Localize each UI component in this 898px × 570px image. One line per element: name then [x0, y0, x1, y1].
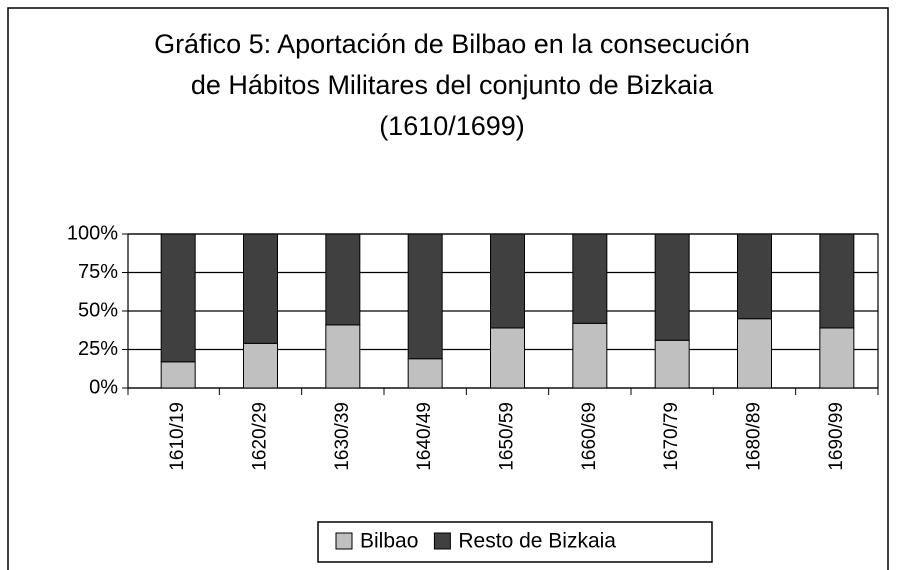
- bar-segment: [654, 339, 690, 389]
- legend-label: Bilbao: [360, 530, 418, 553]
- bar-segment: [819, 233, 855, 329]
- bar-segment: [572, 233, 608, 324]
- chart-title: de Hábitos Militares del conjunto de Biz…: [191, 70, 714, 100]
- legend-swatch: [335, 532, 353, 550]
- y-tick-label: 0%: [89, 376, 118, 398]
- x-tick-label: 1670/79: [661, 402, 682, 471]
- x-tick-label: 1680/89: [744, 402, 765, 471]
- bar-segment: [490, 233, 525, 329]
- y-tick-label: 75%: [78, 261, 118, 283]
- x-tick-label: 1620/29: [250, 402, 271, 471]
- y-tick-label: 25%: [78, 338, 118, 360]
- legend-label: Resto de Bizkaia: [458, 530, 616, 553]
- chart-title: Gráfico 5: Aportación de Bilbao en la co…: [154, 29, 750, 59]
- bar-segment: [737, 233, 772, 320]
- bar-segment: [654, 233, 690, 341]
- bar-segment: [160, 361, 196, 389]
- bar-segment: [737, 318, 772, 389]
- bar-segment: [490, 327, 525, 389]
- bar-segment: [325, 233, 361, 326]
- x-tick-label: 1640/49: [414, 402, 435, 471]
- chart-frame: [7, 7, 889, 570]
- chart-title: (1610/1699): [379, 111, 525, 141]
- bar-segment: [243, 233, 278, 344]
- bar-segment: [572, 322, 608, 389]
- x-tick-label: 1660/69: [579, 402, 600, 471]
- legend-swatch: [433, 532, 451, 550]
- bar-segment: [819, 327, 855, 389]
- y-tick-label: 50%: [78, 299, 118, 321]
- x-tick-label: 1630/39: [332, 402, 353, 471]
- bar-segment: [160, 233, 196, 363]
- y-tick-label: 100%: [67, 222, 118, 244]
- x-tick-label: 1690/99: [826, 402, 847, 471]
- x-tick-label: 1650/59: [497, 402, 518, 471]
- bar-segment: [243, 342, 278, 389]
- bar-segment: [407, 233, 443, 360]
- bar-segment: [407, 358, 443, 389]
- bar-segment: [325, 324, 361, 389]
- x-tick-label: 1610/19: [167, 402, 188, 471]
- legend: [317, 521, 713, 563]
